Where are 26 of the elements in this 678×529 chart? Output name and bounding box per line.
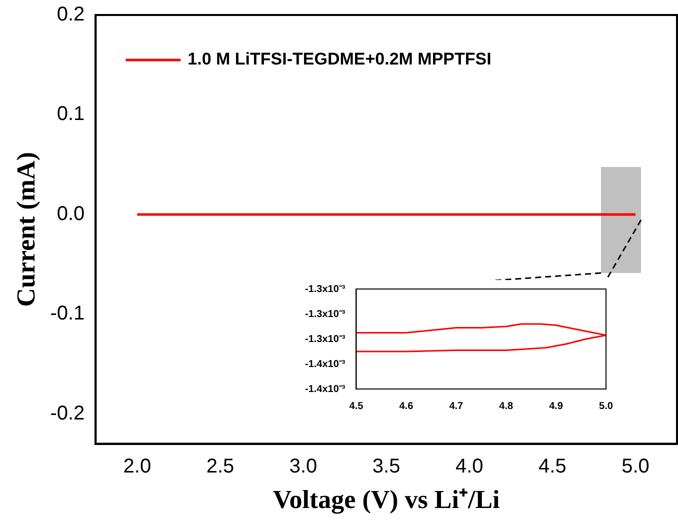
- y-tick-label: -0.1: [50, 302, 85, 325]
- y-tick-label: 0.1: [56, 103, 85, 126]
- y-tick-label: -1.4x10⁻³: [304, 358, 346, 370]
- x-axis-title: Voltage (V) vs Li⁺/Li: [272, 485, 500, 514]
- x-tick-label: 5.0: [622, 455, 650, 478]
- x-tick-label: 5.0: [599, 400, 614, 412]
- x-tick-label: 4.6: [399, 400, 414, 412]
- y-tick-label: -1.3x10⁻³: [304, 284, 346, 295]
- y-tick-label: -1.3x10⁻³: [304, 308, 346, 320]
- x-tick-label: 4.8: [499, 400, 514, 412]
- y-tick-label: -0.2: [50, 402, 85, 424]
- x-tick-label: 2.0: [123, 455, 152, 478]
- legend-label: 1.0 M LiTFSI-TEGDME+0.2M MPPTFSI: [188, 50, 492, 69]
- x-tick-label: 3.0: [289, 455, 318, 478]
- y-tick-label: 0.2: [56, 4, 85, 26]
- x-tick-label: 4.9: [549, 400, 564, 412]
- y-tick-label: -1.3x10⁻³: [304, 334, 346, 345]
- y-tick-label: -1.4x10⁻³: [304, 384, 346, 395]
- x-tick-label: 4.5: [349, 400, 364, 412]
- x-tick-label: 4.0: [455, 455, 484, 478]
- x-tick-label: 4.5: [538, 455, 566, 478]
- x-tick-label: 4.7: [449, 400, 464, 412]
- x-tick-label: 3.5: [372, 455, 400, 478]
- y-axis-title: Current (mA): [11, 152, 40, 307]
- y-tick-label: 0.0: [56, 202, 85, 225]
- x-tick-label: 2.5: [206, 455, 234, 478]
